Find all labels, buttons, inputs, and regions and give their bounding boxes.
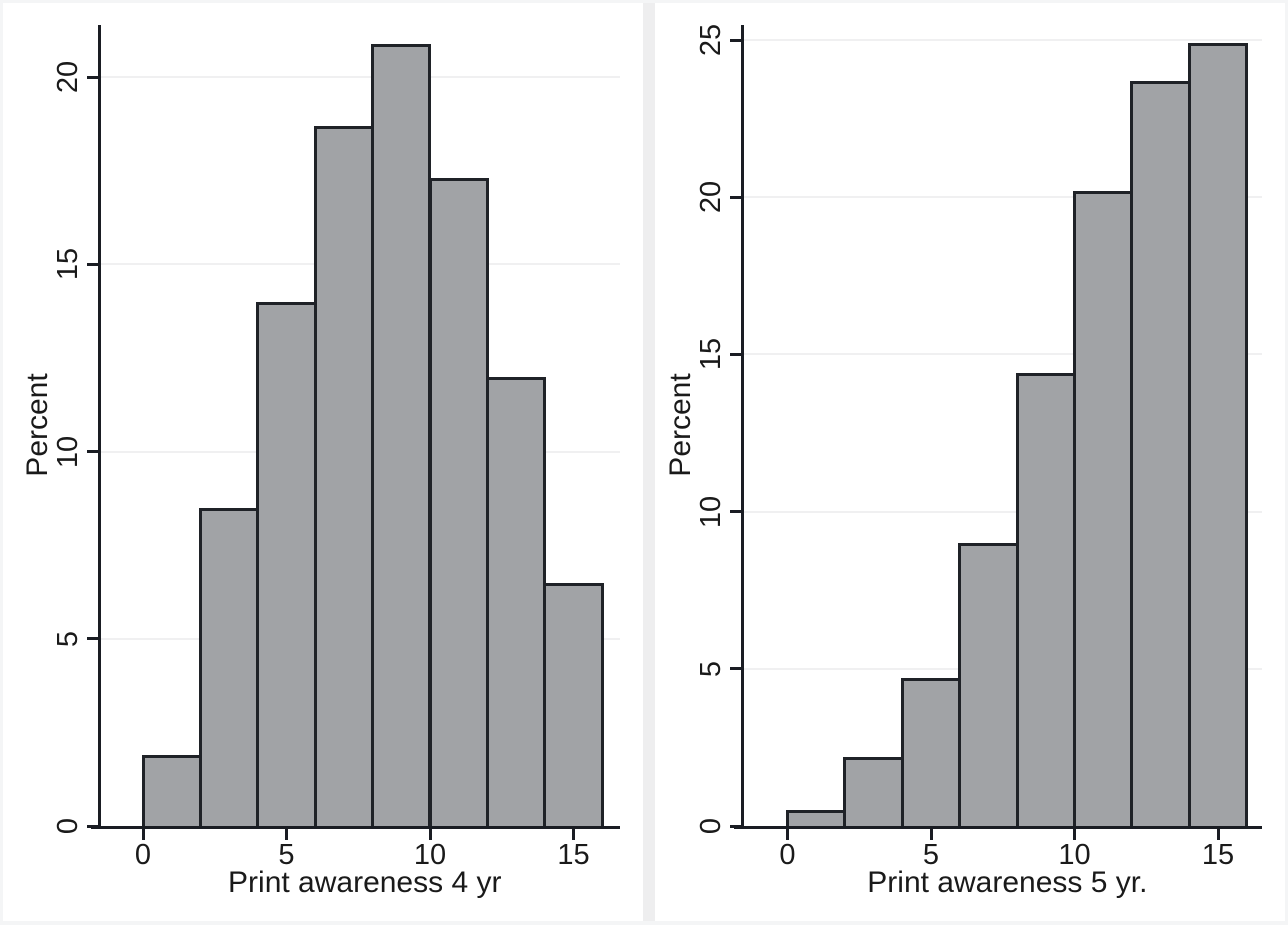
x-axis-title: Print awareness 4 yr: [228, 866, 502, 899]
x-tick-label: 5: [922, 839, 940, 871]
x-tick-mark: [929, 829, 933, 840]
histogram-bar: [543, 582, 604, 829]
y-tick-mark: [86, 450, 100, 454]
histogram-bar: [958, 543, 1019, 829]
x-tick-label: 15: [557, 839, 590, 871]
gridline: [742, 353, 1262, 356]
x-tick-mark: [285, 829, 288, 840]
panel-print-awareness-4yr: 0 5 10 15 0 5 10 15 20 Print awareness 4 yr Percen…: [21, 25, 620, 899]
x-tick-mark: [572, 829, 575, 840]
gridline: [742, 510, 1262, 513]
y-axis-line: [98, 25, 101, 829]
histogram-bar: [900, 678, 962, 829]
figure-border-bottom: [0, 921, 1288, 925]
histogram-bar: [1015, 373, 1076, 829]
histogram-bar: [1130, 80, 1191, 829]
y-axis-line: [741, 25, 745, 829]
x-axis-title: Print awareness 5 yr.: [867, 866, 1148, 899]
y-tick-mark: [86, 637, 100, 641]
gridline: [742, 196, 1262, 199]
figure-border-top: [0, 0, 1288, 3]
y-tick-mark: [86, 75, 100, 79]
x-tick-label: 15: [1201, 839, 1235, 871]
x-tick-label: 10: [413, 839, 447, 871]
y-tick-mark: [729, 667, 743, 671]
x-tick-label: 5: [278, 839, 295, 871]
y-tick-mark: [729, 352, 743, 356]
figure-border-right: [1285, 0, 1288, 925]
y-tick-mark: [729, 195, 743, 199]
histogram-bar: [485, 376, 547, 829]
y-tick-label: 20: [694, 181, 727, 214]
figure-border-left: [0, 0, 3, 925]
y-axis-title: Percent: [663, 373, 697, 477]
histogram-bar: [1187, 43, 1249, 829]
y-tick-mark: [86, 824, 100, 828]
x-tick-mark: [428, 829, 432, 840]
histogram-bar: [843, 756, 904, 829]
panel-divider: [643, 0, 655, 925]
x-tick-mark: [141, 829, 145, 840]
x-axis-line: [733, 826, 1262, 829]
histogram-bar: [371, 43, 432, 829]
gridline: [99, 76, 620, 79]
x-tick-mark: [1216, 829, 1220, 840]
gridline: [742, 39, 1262, 41]
x-tick-mark: [786, 829, 789, 840]
y-tick-label: 5: [694, 660, 727, 677]
y-tick-label: 15: [694, 338, 727, 371]
y-tick-label: 0: [694, 817, 727, 835]
x-axis-line: [90, 826, 620, 829]
y-tick-mark: [729, 510, 743, 514]
y-tick-mark: [729, 824, 743, 828]
histogram-bar: [313, 125, 375, 829]
y-tick-mark: [86, 262, 100, 266]
histogram-bar: [1073, 190, 1134, 829]
x-tick-mark: [1073, 829, 1076, 840]
x-tick-label: 0: [134, 839, 152, 871]
y-tick-mark: [729, 38, 743, 42]
x-tick-label: 0: [779, 839, 796, 871]
y-tick-label: 10: [694, 495, 727, 528]
x-tick-label: 10: [1058, 839, 1091, 871]
y-tick-label: 25: [694, 23, 727, 57]
